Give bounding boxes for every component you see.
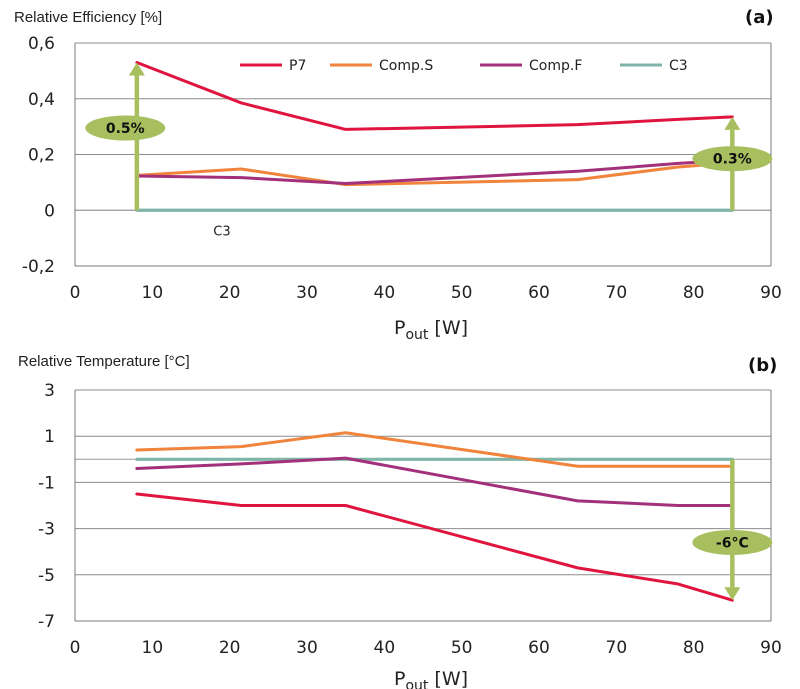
panel-a-x-tick-label: 80 (683, 283, 705, 303)
panel-a-y-tick-label: 0,2 (28, 146, 55, 166)
panel-b-x-tick-label: 10 (142, 638, 164, 658)
panel-b-y-tick-label: 3 (44, 381, 55, 401)
panel-a-chart: -0,2 0 0,2 0,4 0,6 0 10 20 30 40 50 60 70 80 90 Pout [W… (14, 7, 782, 343)
panel-b-series-comp-f (135, 456, 734, 507)
panel-a-x-tick-label: 0 (70, 283, 81, 303)
panel-b-title: Relative Temperature [°C] (18, 353, 190, 370)
panel-a-legend-label: Comp.S (379, 58, 433, 74)
panel-b-x-tick-label: 0 (70, 638, 81, 658)
panel-a-x-tick-label: 40 (374, 283, 396, 303)
panel-a-series-p7 (135, 61, 734, 131)
panel-b-x-tick-label: 20 (219, 638, 241, 658)
panel-b-series-comp-s (135, 431, 734, 468)
panel-a-x-tick-label: 30 (296, 283, 318, 303)
panel-b-x-axis-label-main: P (394, 668, 405, 689)
panel-a-annotation-badge (692, 146, 773, 172)
panel-b-x-axis-label: Pout [W] (394, 668, 468, 689)
panel-b-x-tick-label: 30 (296, 638, 318, 658)
panel-a-series-comp-s (135, 161, 734, 187)
panel-a-x-axis-label-main: P (394, 317, 405, 339)
panel-a-series-comp-f (135, 158, 734, 185)
panel-b-x-tick-label: 90 (760, 638, 782, 658)
panel-b-tag: (b) (748, 355, 777, 376)
panel-b-x-tick-label: 50 (451, 638, 473, 658)
panel-b-annotation-arrowhead (724, 587, 741, 601)
panel-a-legend-label: P7 (289, 58, 306, 74)
panel-a-legend-label: Comp.F (529, 58, 582, 74)
panel-a-x-axis-label: Pout [W] (394, 317, 468, 343)
panel-a-y-tick-label: 0 (44, 201, 55, 221)
panel-a-annotation-badge (85, 115, 166, 141)
panel-a-legend-label: C3 (669, 58, 688, 74)
panel-b-x-axis-label-unit: [W] (428, 668, 468, 689)
panel-a-annotation-arrowhead (128, 62, 145, 76)
panel-b-x-tick-label: 40 (374, 638, 396, 658)
panel-a-x-tick-label: 10 (142, 283, 164, 303)
panel-a-x-tick-label: 70 (606, 283, 628, 303)
panel-b-y-tick-label: -7 (38, 612, 55, 632)
panel-a-annotation-c3-label: C3 (213, 224, 230, 239)
panel-b-y-tick-label: 1 (44, 427, 55, 447)
panel-a-y-tick-label: 0,4 (28, 90, 55, 110)
panel-b-y-tick-label: -1 (38, 473, 55, 493)
panel-a-x-tick-label: 50 (451, 283, 473, 303)
panel-a-annotation-label: 0.3% (713, 152, 752, 168)
panel-a-annotation-arrowhead (724, 116, 741, 130)
panel-a-x-axis-label-sub: out (405, 327, 428, 343)
panel-a-annotation-label: 0.5% (106, 121, 145, 137)
panel-a-x-tick-label: 90 (760, 283, 782, 303)
panel-a-tag: (a) (745, 7, 774, 28)
panel-b-x-axis-label-sub: out (405, 678, 428, 689)
panel-a-title: Relative Efficiency [%] (14, 9, 162, 26)
panel-b-x-tick-label: 70 (606, 638, 628, 658)
panel-a-x-tick-label: 20 (219, 283, 241, 303)
panel-a-x-axis-label-unit: [W] (428, 317, 468, 339)
panel-b-annotation-label: -6°C (716, 535, 749, 551)
panel-b-series-p7 (135, 492, 734, 602)
panel-a-x-tick-label: 60 (528, 283, 550, 303)
panel-a-y-tick-label: 0,6 (28, 34, 55, 54)
panel-b-y-tick-label: -5 (38, 566, 55, 586)
panel-b-annotation-badge (692, 529, 773, 555)
panel-b-x-tick-label: 60 (528, 638, 550, 658)
panel-a-y-tick-label: -0,2 (22, 257, 55, 277)
panel-b-x-tick-label: 80 (683, 638, 705, 658)
panel-b-y-tick-label: -3 (38, 520, 55, 540)
